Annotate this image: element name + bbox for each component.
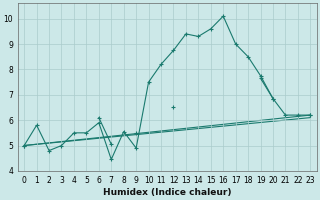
X-axis label: Humidex (Indice chaleur): Humidex (Indice chaleur) — [103, 188, 231, 197]
